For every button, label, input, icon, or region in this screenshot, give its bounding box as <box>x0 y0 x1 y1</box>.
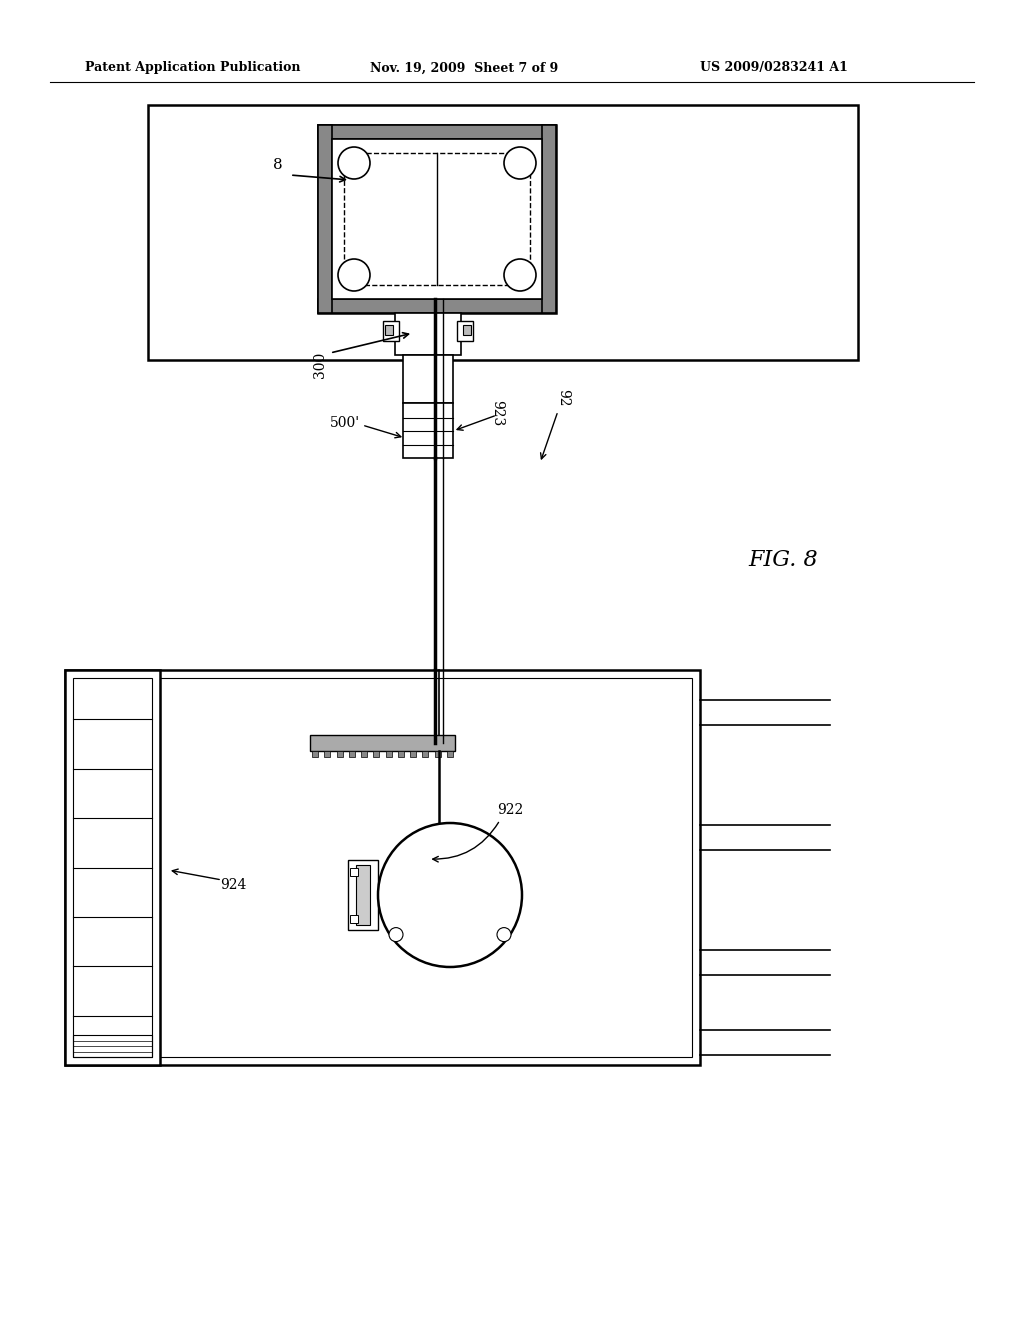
Bar <box>73 678 152 1057</box>
Bar <box>403 403 453 458</box>
Text: Nov. 19, 2009  Sheet 7 of 9: Nov. 19, 2009 Sheet 7 of 9 <box>370 62 558 74</box>
Bar <box>411 751 416 756</box>
Bar <box>395 313 461 355</box>
Bar <box>374 751 379 756</box>
Bar <box>310 735 455 751</box>
Bar <box>148 106 858 360</box>
Bar <box>435 751 440 756</box>
Bar <box>160 678 692 1057</box>
Bar <box>350 869 358 876</box>
Bar <box>403 355 453 403</box>
Bar <box>457 321 473 341</box>
Circle shape <box>378 822 522 968</box>
Bar <box>542 125 556 313</box>
Bar <box>423 751 428 756</box>
Bar <box>332 139 542 300</box>
Circle shape <box>338 147 370 180</box>
Circle shape <box>389 928 403 941</box>
Bar <box>344 153 530 285</box>
Bar <box>398 751 403 756</box>
Bar <box>447 751 453 756</box>
Text: 500': 500' <box>330 416 360 430</box>
Bar <box>318 125 556 139</box>
Bar <box>383 321 399 341</box>
Text: 92: 92 <box>556 389 570 407</box>
Circle shape <box>504 259 536 290</box>
Circle shape <box>497 928 511 941</box>
Bar <box>350 915 358 923</box>
Bar <box>318 125 556 313</box>
Bar <box>349 751 355 756</box>
Text: 922: 922 <box>497 803 523 817</box>
Text: 924: 924 <box>220 878 247 892</box>
Bar <box>312 751 318 756</box>
Bar <box>385 325 393 335</box>
Circle shape <box>504 147 536 180</box>
Text: Patent Application Publication: Patent Application Publication <box>85 62 300 74</box>
Text: US 2009/0283241 A1: US 2009/0283241 A1 <box>700 62 848 74</box>
Bar <box>318 125 332 313</box>
Bar <box>337 751 343 756</box>
Bar <box>348 861 378 931</box>
Bar <box>463 325 471 335</box>
Bar <box>65 671 160 1065</box>
Bar <box>325 751 331 756</box>
Text: 8: 8 <box>273 158 283 172</box>
Bar <box>73 1035 152 1057</box>
Text: 300: 300 <box>313 352 327 378</box>
Bar <box>65 671 700 1065</box>
Text: 923: 923 <box>490 400 504 426</box>
Text: FIG. 8: FIG. 8 <box>748 549 817 572</box>
Bar <box>356 865 370 925</box>
Bar <box>386 751 391 756</box>
Circle shape <box>338 259 370 290</box>
Bar <box>318 300 556 313</box>
Bar <box>361 751 367 756</box>
